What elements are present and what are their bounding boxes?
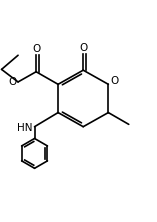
Text: HN: HN xyxy=(17,123,32,133)
Text: O: O xyxy=(8,77,16,87)
Text: O: O xyxy=(79,43,87,53)
Text: O: O xyxy=(32,44,40,54)
Text: O: O xyxy=(111,76,119,86)
